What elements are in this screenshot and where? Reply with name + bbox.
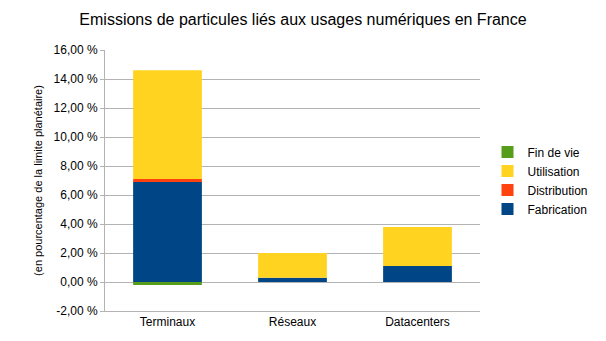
svg-text:10,00 %: 10,00 % xyxy=(54,130,98,144)
svg-text:Terminaux: Terminaux xyxy=(140,315,195,329)
svg-text:(en pourcentage de la limite p: (en pourcentage de la limite planétaire) xyxy=(32,85,44,276)
svg-text:Emissions de particules liés a: Emissions de particules liés aux usages … xyxy=(79,11,526,28)
svg-text:14,00 %: 14,00 % xyxy=(54,72,98,86)
svg-text:8,00 %: 8,00 % xyxy=(60,159,98,173)
svg-text:Réseaux: Réseaux xyxy=(269,315,316,329)
svg-text:Distribution: Distribution xyxy=(528,184,588,198)
svg-text:-2,00 %: -2,00 % xyxy=(56,304,98,318)
svg-text:0,00 %: 0,00 % xyxy=(60,275,98,289)
svg-text:Fabrication: Fabrication xyxy=(528,203,587,217)
svg-text:12,00 %: 12,00 % xyxy=(54,101,98,115)
svg-text:Datacenters: Datacenters xyxy=(385,315,450,329)
svg-text:Utilisation: Utilisation xyxy=(528,165,580,179)
svg-text:4,00 %: 4,00 % xyxy=(60,217,98,231)
svg-text:6,00 %: 6,00 % xyxy=(60,188,98,202)
svg-text:16,00 %: 16,00 % xyxy=(54,43,98,57)
svg-text:2,00 %: 2,00 % xyxy=(60,246,98,260)
svg-text:Fin de vie: Fin de vie xyxy=(528,146,580,160)
